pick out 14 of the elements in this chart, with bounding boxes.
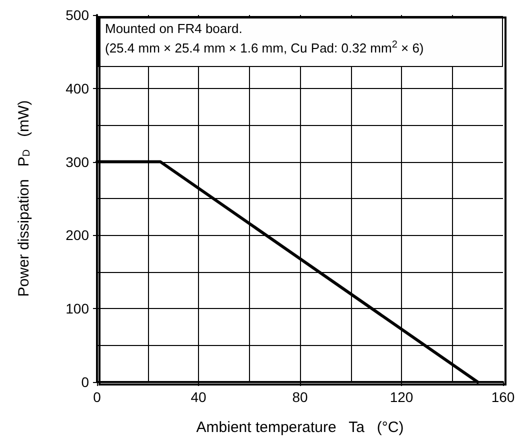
y-tick-label: 400	[66, 80, 90, 96]
x-axis-title: Ambient temperature Ta (°C)	[196, 419, 404, 436]
x-tick-label: 120	[390, 389, 414, 405]
x-tick-label: 160	[491, 389, 515, 405]
x-tick-label: 40	[190, 389, 206, 405]
x-tick-label: 80	[292, 389, 308, 405]
y-tick-label: 500	[66, 7, 90, 23]
y-tick-label: 300	[66, 154, 90, 170]
y-tick-label: 200	[66, 227, 90, 244]
x-tick-label: 0	[93, 389, 102, 405]
y-tick-label: 0	[81, 374, 90, 390]
y-tick-label: 100	[66, 300, 90, 317]
text: Power dissipation PD (mW)	[16, 100, 32, 297]
annotation: Mounted on FR4 board.	[105, 21, 242, 36]
